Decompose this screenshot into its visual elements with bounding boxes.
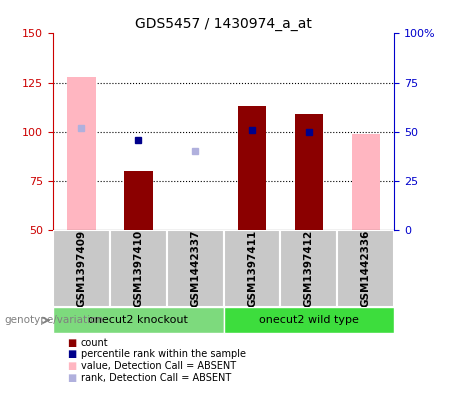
- Text: ■: ■: [67, 361, 76, 371]
- Bar: [53, 307, 224, 334]
- Text: value, Detection Call = ABSENT: value, Detection Call = ABSENT: [81, 361, 236, 371]
- Bar: [238, 106, 266, 230]
- Text: GSM1442336: GSM1442336: [361, 230, 371, 307]
- Text: onecut2 knockout: onecut2 knockout: [89, 315, 188, 325]
- Bar: [351, 134, 380, 230]
- Bar: [295, 114, 323, 230]
- Text: GSM1397410: GSM1397410: [133, 230, 143, 307]
- Bar: [124, 171, 153, 230]
- Bar: [67, 77, 95, 230]
- Bar: [337, 230, 394, 307]
- Text: count: count: [81, 338, 108, 348]
- Text: percentile rank within the sample: percentile rank within the sample: [81, 349, 246, 360]
- Bar: [110, 230, 167, 307]
- Text: ■: ■: [67, 373, 76, 383]
- Text: GSM1397411: GSM1397411: [247, 230, 257, 307]
- Bar: [53, 230, 110, 307]
- Text: GSM1397409: GSM1397409: [77, 230, 87, 307]
- Bar: [167, 230, 224, 307]
- Text: rank, Detection Call = ABSENT: rank, Detection Call = ABSENT: [81, 373, 231, 383]
- Text: onecut2 wild type: onecut2 wild type: [259, 315, 359, 325]
- Title: GDS5457 / 1430974_a_at: GDS5457 / 1430974_a_at: [135, 17, 312, 31]
- Bar: [224, 230, 280, 307]
- Text: ■: ■: [67, 338, 76, 348]
- Text: ■: ■: [67, 349, 76, 360]
- Text: genotype/variation: genotype/variation: [5, 315, 104, 325]
- Text: GSM1442337: GSM1442337: [190, 230, 200, 307]
- Text: GSM1397412: GSM1397412: [304, 230, 314, 307]
- Bar: [224, 307, 394, 334]
- Bar: [280, 230, 337, 307]
